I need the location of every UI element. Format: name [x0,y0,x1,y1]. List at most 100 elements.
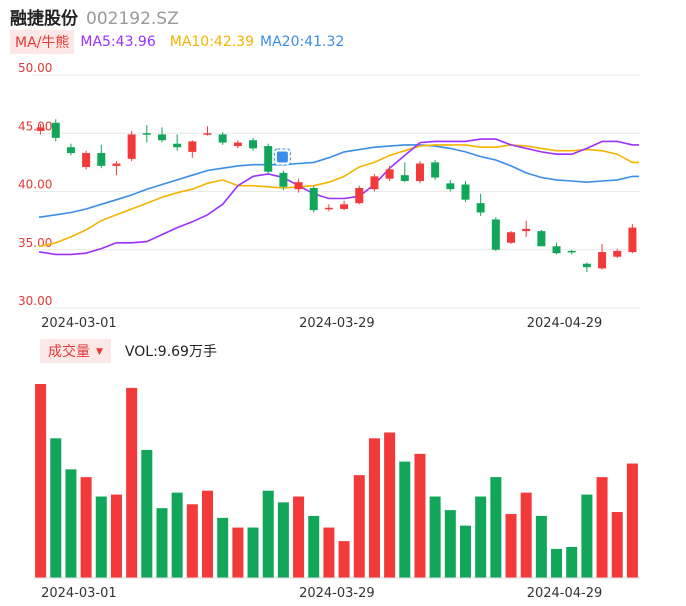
candle[interactable] [188,141,197,152]
volume-bar[interactable] [520,492,532,578]
volume-bar[interactable] [323,527,335,578]
candle[interactable] [36,127,45,131]
ma-legend: MA/牛熊 MA5:43.96 MA10:42.39 MA20:41.32 [10,30,344,54]
ma-type-selector[interactable]: MA/牛熊 [10,30,75,54]
candle[interactable] [218,134,227,143]
candle[interactable] [233,142,242,147]
volume-bar[interactable] [186,504,198,578]
volume-bar[interactable] [35,384,47,578]
volume-bar[interactable] [414,453,426,578]
candle[interactable] [264,146,273,172]
candle[interactable] [97,153,106,166]
volume-bar[interactable] [384,432,396,579]
volume-bar[interactable] [308,515,320,578]
y-tick-label: 35.00 [18,236,52,250]
candle[interactable] [476,203,485,213]
volume-bar[interactable] [262,490,274,578]
candle[interactable] [385,169,394,179]
candle[interactable] [249,140,258,149]
volume-bar[interactable] [444,510,456,578]
candle[interactable] [324,207,333,210]
x-tick-label: 2024-03-29 [299,586,375,601]
ma20-line [39,144,639,218]
candle[interactable] [461,184,470,200]
candle[interactable] [112,163,121,166]
volume-bar[interactable] [141,449,153,578]
candle[interactable] [309,188,318,211]
candle[interactable] [431,162,440,178]
volume-bar[interactable] [459,525,471,578]
candle[interactable] [173,143,182,148]
volume-bar[interactable] [232,527,244,578]
candle[interactable] [370,176,379,190]
volume-legend: 成交量 ▼ VOL:9.69万手 [40,339,217,363]
volume-bar[interactable] [566,546,578,578]
candle[interactable] [355,188,364,204]
candle[interactable] [552,246,561,254]
candle[interactable] [82,153,91,168]
volume-bar[interactable] [581,494,593,578]
volume-bar[interactable] [399,461,411,578]
candle[interactable] [613,250,622,257]
caret-down-icon: ▼ [96,347,103,357]
candle[interactable] [415,163,424,182]
volume-bar[interactable] [171,492,183,578]
volume-bar[interactable] [611,512,623,578]
candle[interactable] [522,228,531,232]
volume-bar[interactable] [429,496,441,578]
indicator-selector[interactable]: 成交量 ▼ [40,339,111,363]
x-tick-label: 2024-03-29 [299,316,375,331]
candle[interactable] [598,252,607,269]
candle[interactable] [127,134,136,159]
volume-bar[interactable] [202,490,214,578]
volume-bar[interactable] [277,502,289,578]
candle[interactable] [142,133,151,135]
volume-bar[interactable] [505,513,517,578]
candle[interactable] [279,172,288,187]
volume-bar[interactable] [353,475,365,578]
x-tick-label: 2024-03-01 [41,316,117,331]
volume-bar[interactable] [80,477,92,578]
candle[interactable] [400,175,409,182]
ma20-legend: MA20:41.32 [260,34,345,50]
candle[interactable] [628,227,637,253]
candle[interactable] [507,232,516,243]
volume-bar[interactable] [626,463,638,578]
ma5-legend: MA5:43.96 [80,34,156,50]
candle[interactable] [203,133,212,135]
candle[interactable] [157,134,166,141]
candle[interactable] [582,263,591,268]
volume-bar[interactable] [596,477,608,578]
volume-bar[interactable] [475,496,487,578]
volume-bar[interactable] [110,494,122,578]
candle[interactable] [446,183,455,190]
volume-bar[interactable] [126,387,138,578]
event-marker-icon[interactable] [276,151,288,163]
candle[interactable] [567,250,576,253]
volume-bar[interactable] [156,508,168,578]
volume-bar[interactable] [95,496,107,578]
y-tick-label: 30.00 [18,294,52,308]
candle[interactable] [537,231,546,247]
volume-bar[interactable] [293,496,305,578]
volume-bar[interactable] [50,438,62,578]
volume-bar[interactable] [65,469,77,578]
volume-bar[interactable] [490,477,502,578]
candle[interactable] [66,147,75,154]
volume-value: VOL:9.69万手 [124,344,217,360]
volume-bar[interactable] [535,515,547,578]
volume-bar[interactable] [338,541,350,578]
volume-bar[interactable] [217,517,229,578]
stock-code: 002192.SZ [86,9,179,29]
x-tick-label: 2024-04-29 [527,316,603,331]
stock-header: 融捷股份 002192.SZ [10,4,179,29]
volume-bar[interactable] [551,548,563,578]
candle[interactable] [294,182,303,190]
candle[interactable] [51,122,60,138]
volume-bar[interactable] [247,527,259,578]
candle[interactable] [340,204,349,209]
ma10-line [39,144,639,248]
candle[interactable] [491,219,500,250]
volume-bar[interactable] [368,438,380,578]
